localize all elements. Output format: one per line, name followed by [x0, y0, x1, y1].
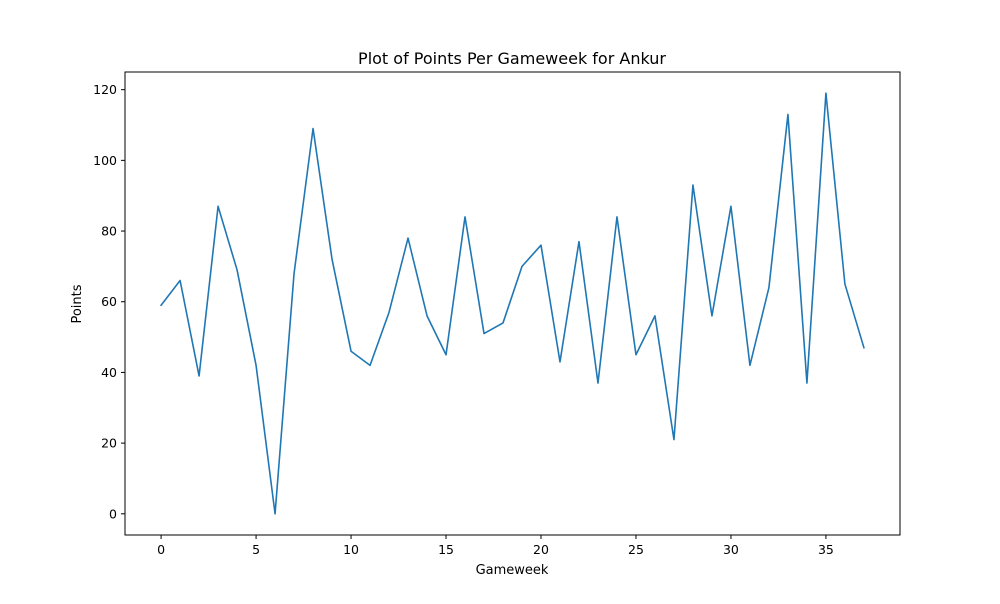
x-tick-label: 15	[438, 542, 454, 557]
y-tick-label: 40	[101, 365, 117, 380]
x-axis-label: Gameweek	[476, 563, 549, 578]
y-axis-label: Points	[70, 284, 85, 323]
series-line-0	[159, 92, 865, 515]
x-tick-label: 0	[157, 542, 165, 557]
y-tick-label: 120	[93, 82, 117, 97]
x-tick-label: 25	[628, 542, 644, 557]
y-tick-label: 20	[101, 436, 117, 451]
chart-title: Plot of Points Per Gameweek for Ankur	[358, 49, 666, 68]
plot-area: 0 5 10 15 20 25 30 35 0 20 40 60 80 100 120	[93, 71, 901, 557]
y-tick-label: 100	[93, 153, 117, 168]
y-tick-label: 60	[101, 294, 117, 309]
x-tick-label: 35	[818, 542, 834, 557]
x-tick-label: 5	[252, 542, 260, 557]
y-tick-label: 0	[109, 506, 117, 521]
x-tick-label: 20	[533, 542, 549, 557]
x-tick-label: 30	[723, 542, 739, 557]
axes-frame	[124, 71, 901, 536]
y-tick-label: 80	[101, 224, 117, 239]
x-tick-label: 10	[343, 542, 359, 557]
